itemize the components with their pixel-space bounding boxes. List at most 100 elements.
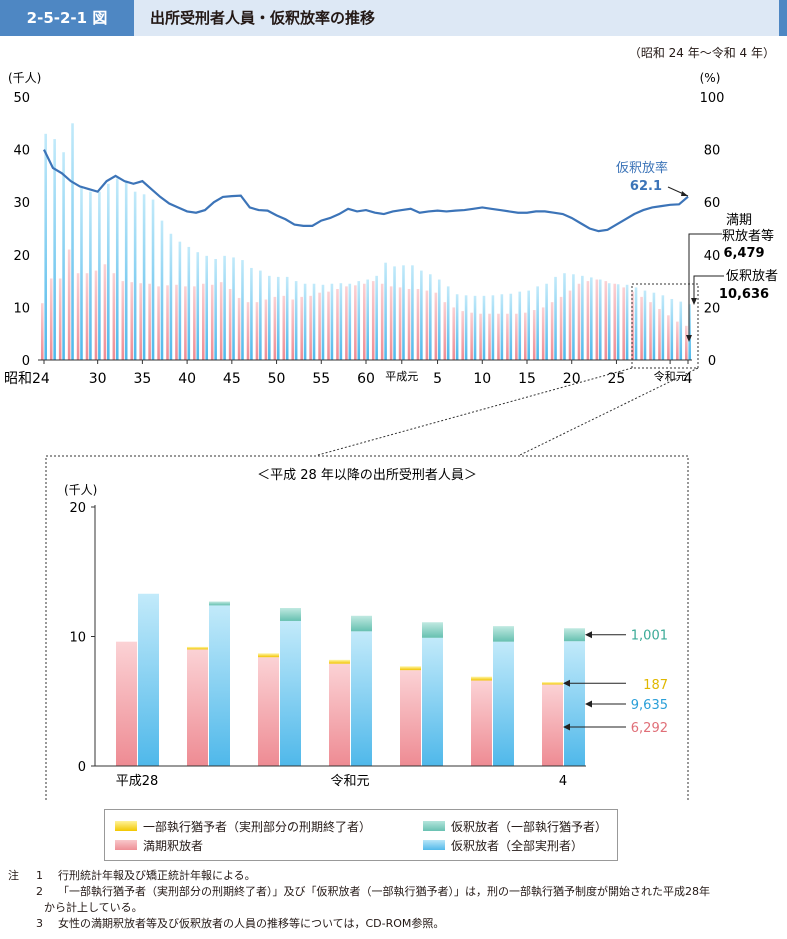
- parole-bar: [321, 284, 325, 360]
- inset-title: ＜平成 28 年以降の出所受刑者人員＞: [257, 468, 477, 483]
- inset-partial-expiry-bar: [542, 682, 563, 685]
- parole-bar: [80, 186, 83, 360]
- inset-parole-full-bar: [422, 637, 443, 766]
- parole-bar: [661, 295, 665, 360]
- expiry-bar: [193, 286, 196, 360]
- parole-bar: [473, 295, 477, 360]
- legend-label-parole-full: 仮釈放者（全部実刑者）: [451, 839, 584, 853]
- expiry-bar: [291, 299, 295, 360]
- expiry-bar: [103, 264, 107, 360]
- parole-bar: [670, 298, 674, 360]
- expiry-bar: [246, 302, 250, 360]
- expiry-bar: [685, 325, 688, 360]
- x-tick-label: 35: [133, 371, 151, 387]
- parole-bar: [62, 152, 65, 360]
- parole-bar: [625, 284, 629, 360]
- x-tick-label: 15: [518, 371, 536, 387]
- inset-parole-full-bar: [564, 641, 585, 766]
- parole-bar: [160, 220, 164, 360]
- inset-parole-partial-bar: [280, 608, 301, 621]
- expiry-bar: [416, 288, 420, 360]
- left-tick-label: 0: [22, 354, 30, 369]
- parole-bar: [294, 281, 298, 360]
- notes-mark: 注: [8, 869, 19, 882]
- parole-bar: [643, 290, 647, 360]
- parole-bar: [536, 286, 539, 360]
- x-tick-label: 25: [608, 371, 626, 387]
- expiry-bar: [667, 315, 670, 360]
- expiry-bar: [94, 270, 98, 360]
- expiry-bar: [202, 283, 205, 360]
- parole-bar: [115, 178, 119, 360]
- inset-tick-label: 10: [69, 631, 86, 646]
- legend-label-expiry: 満期釈放者: [143, 839, 204, 853]
- parole-bar: [232, 257, 235, 360]
- inset-tick-label: 0: [78, 760, 86, 775]
- period-label: （昭和 24 年～令和 4 年）: [628, 46, 775, 60]
- parole-bar: [420, 270, 423, 360]
- expiry-bar: [67, 249, 71, 360]
- expiry-bar: [398, 287, 402, 360]
- figure-number: 2-5-2-1 図: [0, 0, 134, 36]
- x-tick-label: 55: [312, 371, 330, 387]
- inset-partial-expiry-bar: [258, 653, 279, 658]
- expiry-bar: [112, 273, 116, 360]
- parole-bar: [482, 295, 486, 360]
- expiry-bar: [175, 284, 178, 360]
- expiry-bar: [300, 296, 303, 360]
- x-tick-label: 45: [223, 371, 241, 387]
- expiry-bar: [210, 284, 214, 360]
- parole-bar: [303, 283, 307, 360]
- expiry-arrow-head: [686, 335, 692, 342]
- parole-bar: [124, 181, 128, 360]
- parole-bar: [259, 270, 262, 360]
- expiry-bar: [327, 291, 330, 360]
- expiry-bar: [649, 302, 652, 360]
- zoom-source-box: [631, 283, 699, 369]
- right-tick-label: 60: [704, 196, 721, 211]
- expiry-bar: [157, 286, 160, 360]
- parole-bar: [509, 293, 513, 360]
- inset-tick-label: 20: [69, 501, 86, 516]
- expiry-bar: [184, 286, 187, 360]
- inset-partial-expiry-bar: [400, 666, 421, 671]
- expiry-bar: [640, 296, 643, 360]
- expiry-bar: [541, 307, 545, 360]
- expiry-bar: [219, 282, 223, 360]
- inset-parole-full-bar: [493, 641, 514, 766]
- expiry-bar: [273, 296, 277, 360]
- x-tick-label: 20: [563, 371, 581, 387]
- parole-bar: [241, 260, 244, 360]
- inset-expiry-bar: [400, 670, 421, 766]
- expiry-bar: [76, 273, 80, 360]
- parole-bar: [446, 286, 450, 360]
- parole-bar: [276, 276, 280, 360]
- parole-bar: [98, 191, 101, 360]
- inset-parole-full-bar: [280, 620, 301, 766]
- parole-bar: [616, 284, 620, 360]
- legend: 一部執行猶予者（実刑部分の刑期終了者） 満期釈放者 仮釈放者（一部執行猶予者） …: [104, 809, 618, 861]
- parole-bar: [312, 283, 316, 360]
- parole-bar: [500, 294, 504, 360]
- parole-rate-line: [43, 149, 689, 233]
- parole-bar: [285, 276, 289, 360]
- expiry-bar: [676, 321, 679, 360]
- expiry-bar: [130, 282, 134, 360]
- zoom-connector: [317, 367, 699, 456]
- rate-arrow-head: [681, 191, 688, 196]
- x-tick-label: 60: [357, 371, 375, 387]
- inset-expiry-bar: [542, 684, 563, 766]
- legend-swatch-expiry: [115, 840, 137, 850]
- note-1-number: 1: [36, 869, 43, 882]
- expiry-bar: [166, 285, 169, 360]
- left-axis-unit: (千人): [8, 71, 41, 85]
- parole-annotation-value: 10,636: [719, 287, 769, 302]
- legend-swatch-partial-expiry: [115, 821, 137, 831]
- x-tick-label: 50: [268, 371, 286, 387]
- note-1: 行刑統計年報及び矯正統計年報による。: [58, 869, 256, 882]
- note-2-line1: 「一部執行猶予者（実刑部分の刑期終了者）」及び「仮釈放者（一部執行猶予者）」は，…: [58, 885, 710, 898]
- inset-expiry-bar: [116, 641, 137, 766]
- parole-bar: [151, 199, 155, 360]
- expiry-bar: [354, 285, 357, 360]
